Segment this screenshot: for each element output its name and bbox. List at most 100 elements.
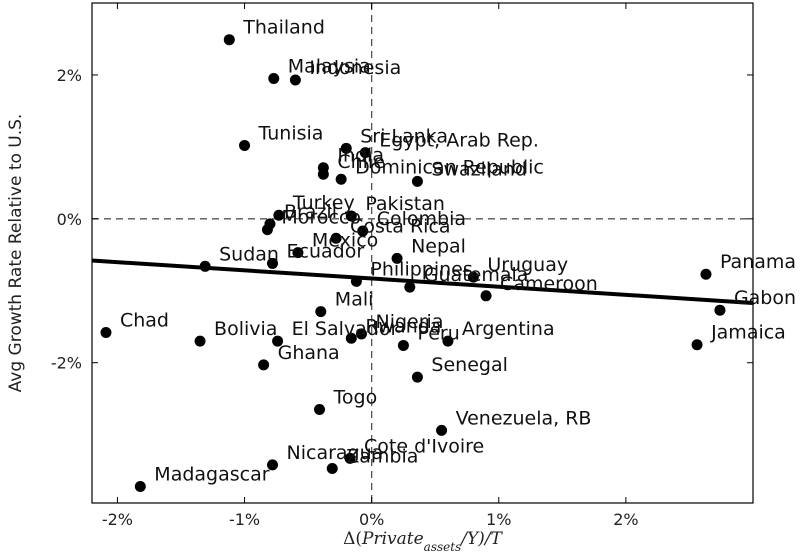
y-tick-label: 2% bbox=[57, 66, 82, 85]
point-label: Brazil bbox=[284, 201, 337, 223]
data-point bbox=[267, 257, 279, 269]
data-point bbox=[345, 332, 357, 344]
y-tick-label: 0% bbox=[57, 210, 82, 229]
point-label: Madagascar bbox=[154, 463, 269, 485]
data-point bbox=[357, 225, 369, 237]
point-label: Dominican Republic bbox=[355, 156, 544, 178]
point-label: Panama bbox=[720, 251, 796, 273]
point-label: Malaysia bbox=[288, 56, 371, 78]
data-point bbox=[359, 147, 371, 159]
data-point bbox=[397, 339, 409, 351]
data-point bbox=[272, 335, 284, 347]
point-label: Togo bbox=[333, 386, 378, 408]
point-label: Tunisia bbox=[258, 122, 324, 144]
data-point bbox=[350, 275, 362, 287]
point-label: El Salvador bbox=[292, 318, 399, 340]
reference-lines bbox=[92, 3, 753, 503]
point-label: Costa Rica bbox=[350, 215, 451, 237]
data-point bbox=[268, 73, 280, 85]
point-label: Swaziland bbox=[431, 158, 527, 180]
data-point bbox=[239, 139, 251, 151]
data-point bbox=[317, 168, 329, 180]
data-point bbox=[411, 371, 423, 383]
point-label: Rwanda bbox=[365, 315, 441, 337]
data-point bbox=[100, 326, 112, 338]
data-point bbox=[273, 209, 285, 221]
x-tick-label: 0% bbox=[359, 510, 384, 529]
data-point bbox=[199, 260, 211, 272]
data-point bbox=[480, 290, 492, 302]
point-label: Nepal bbox=[411, 235, 466, 257]
point-label: Jamaica bbox=[710, 322, 786, 344]
data-point bbox=[330, 232, 342, 244]
plot-area-frame bbox=[91, 2, 754, 504]
x-axis-label-part: Private bbox=[361, 529, 424, 549]
point-label: Chile bbox=[337, 151, 385, 173]
point-label: Turkey bbox=[292, 192, 355, 214]
x-tick-label: -1% bbox=[229, 510, 260, 529]
data-point bbox=[194, 335, 206, 347]
point-label: Guatemala bbox=[424, 264, 529, 286]
point-label: Chad bbox=[120, 309, 169, 331]
point-label: Gabon bbox=[734, 287, 796, 309]
data-point bbox=[258, 359, 270, 371]
data-point bbox=[344, 452, 356, 464]
x-tick-label: 1% bbox=[486, 510, 511, 529]
point-label: Indonesia bbox=[309, 57, 401, 79]
data-point bbox=[436, 424, 448, 436]
data-point bbox=[467, 271, 479, 283]
point-label: Zambia bbox=[346, 445, 418, 467]
data-point bbox=[442, 335, 454, 347]
x-axis-label-part: Δ( bbox=[343, 529, 362, 549]
point-label: Morocco bbox=[281, 207, 361, 229]
point-label: Ghana bbox=[278, 342, 340, 364]
data-point bbox=[261, 224, 273, 236]
data-point bbox=[340, 142, 352, 154]
data-point bbox=[292, 247, 304, 259]
point-label: Mali bbox=[335, 289, 374, 311]
point-label: Senegal bbox=[431, 354, 507, 376]
point-label: Cote d'Ivoire bbox=[364, 435, 484, 457]
data-point bbox=[314, 403, 326, 415]
data-point bbox=[267, 459, 279, 471]
points-layer bbox=[100, 34, 726, 492]
point-label: Bolivia bbox=[214, 318, 277, 340]
y-axis-label: Avg Growth Rate Relative to U.S. bbox=[6, 114, 26, 393]
y-tick-label: -2% bbox=[51, 354, 82, 373]
data-point bbox=[289, 74, 301, 86]
data-point bbox=[391, 252, 403, 264]
data-point bbox=[326, 462, 338, 474]
x-tick-label: -2% bbox=[102, 510, 133, 529]
point-label: Uruguay bbox=[487, 254, 568, 276]
point-label: Cameroon bbox=[500, 273, 598, 295]
data-point bbox=[335, 173, 347, 185]
data-point bbox=[315, 306, 327, 318]
data-point bbox=[223, 34, 235, 46]
point-label: Nicaragua bbox=[287, 442, 384, 464]
data-point bbox=[345, 210, 357, 222]
x-axis-label-part: assets bbox=[424, 540, 462, 554]
point-label: Sudan bbox=[219, 243, 279, 265]
point-label: Thailand bbox=[242, 17, 325, 39]
data-point bbox=[700, 268, 712, 280]
point-label: Ecuador bbox=[287, 240, 365, 262]
point-label: Colombia bbox=[377, 208, 466, 230]
point-label: Mexico bbox=[312, 230, 378, 252]
data-point bbox=[411, 175, 423, 187]
point-label: Nigeria bbox=[375, 311, 443, 333]
point-label: Argentina bbox=[462, 318, 555, 340]
point-label: Sri Lanka bbox=[360, 125, 448, 147]
data-point bbox=[355, 328, 367, 340]
data-point bbox=[134, 480, 146, 492]
data-point bbox=[714, 304, 726, 316]
axis-ticks: -2% -1% 0% 1% 2% 2% 0% -2% bbox=[51, 3, 753, 529]
point-label: India bbox=[337, 145, 384, 167]
data-point bbox=[404, 281, 416, 293]
x-tick-label: 2% bbox=[613, 510, 638, 529]
point-label: Peru bbox=[417, 322, 459, 344]
data-point bbox=[691, 339, 703, 351]
point-label: Pakistan bbox=[365, 193, 445, 215]
point-label: Venezuela, RB bbox=[456, 407, 592, 429]
